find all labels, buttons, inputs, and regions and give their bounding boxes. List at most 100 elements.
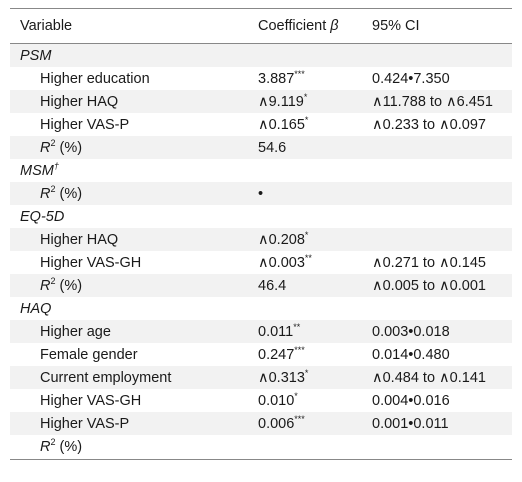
cell-ci: ∧0.005 to ∧0.001 — [372, 274, 512, 297]
table-row: R2 (%) 46.4 ∧0.005 to ∧0.001 — [10, 274, 512, 297]
ci-value: ∧0.233 to ∧0.097 — [372, 116, 486, 133]
cell-ci — [372, 136, 512, 159]
cell-variable: PSM — [10, 43, 258, 67]
cell-variable: EQ-5D — [10, 205, 258, 228]
cell-coefficient — [258, 435, 372, 460]
section-row: PSM — [10, 43, 512, 67]
table-row: Higher age 0.011** 0.003•0.018 — [10, 320, 512, 343]
cell-ci: ∧0.484 to ∧0.141 — [372, 366, 512, 389]
ci-value: ∧11.788 to ∧6.451 — [372, 93, 493, 110]
r-squared-exponent: 2 — [50, 137, 56, 148]
header-ci: 95% CI — [372, 8, 512, 44]
cell-coefficient: • — [258, 182, 372, 205]
r-squared-symbol: R — [40, 439, 51, 455]
r-squared-unit: (%) — [55, 439, 83, 455]
cell-coefficient — [258, 43, 372, 67]
r-squared-symbol: R — [40, 277, 51, 294]
significance-mark: * — [294, 390, 298, 401]
cell-coefficient: 0.011** — [258, 320, 372, 343]
variable-label: Higher age — [40, 323, 111, 340]
cell-coefficient: ∧0.208* — [258, 228, 372, 251]
cell-coefficient: ∧9.119* — [258, 90, 372, 113]
header-coefficient: Coefficient β — [258, 8, 372, 44]
variable-label: Higher VAS-GH — [40, 392, 142, 409]
coefficient-value: 3.887 — [258, 70, 295, 87]
coefficient-value: ∧0.003 — [258, 254, 305, 271]
variable-label: Higher VAS-P — [40, 116, 130, 133]
section-row: EQ-5D — [10, 205, 512, 228]
cell-variable: Higher VAS-GH — [10, 251, 258, 274]
cell-variable: Current employment — [10, 366, 258, 389]
r-squared-symbol: R — [40, 139, 51, 156]
cell-variable: Higher HAQ — [10, 228, 258, 251]
cell-ci: 0.003•0.018 — [372, 320, 512, 343]
table-header: Variable Coefficient β 95% CI — [10, 8, 512, 44]
ci-value: ∧0.271 to ∧0.145 — [372, 254, 486, 271]
table-row: Higher VAS-GH 0.010* 0.004•0.016 — [10, 389, 512, 412]
table-row: Higher education 3.887*** 0.424•7.350 — [10, 67, 512, 90]
cell-variable: Higher VAS-P — [10, 412, 258, 435]
cell-ci: 0.014•0.480 — [372, 343, 512, 366]
cell-coefficient: 0.247*** — [258, 343, 372, 366]
coefficient-value: ∧0.208 — [258, 231, 305, 248]
cell-ci: ∧0.233 to ∧0.097 — [372, 113, 512, 136]
cell-variable: Higher VAS-GH — [10, 389, 258, 412]
table-row: Current employment ∧0.313* ∧0.484 to ∧0.14… — [10, 366, 512, 389]
cell-coefficient — [258, 297, 372, 320]
cell-ci — [372, 435, 512, 460]
cell-ci: ∧11.788 to ∧6.451 — [372, 90, 512, 113]
r-squared-unit: (%) — [55, 277, 83, 294]
cell-coefficient: ∧0.003** — [258, 251, 372, 274]
cell-ci — [372, 43, 512, 67]
table-row: Higher VAS-P 0.006*** 0.001•0.011 — [10, 412, 512, 435]
ci-value: ∧0.484 to ∧0.141 — [372, 369, 486, 386]
table-row: Female gender 0.247*** 0.014•0.480 — [10, 343, 512, 366]
significance-mark: * — [303, 91, 308, 102]
header-variable: Variable — [10, 8, 258, 44]
section-footnote-mark: † — [53, 160, 59, 171]
regression-table: Variable Coefficient β 95% CI PSM Higher … — [10, 8, 512, 460]
section-label: MSM — [20, 162, 54, 179]
cell-ci — [372, 205, 512, 228]
regression-table-container: Variable Coefficient β 95% CI PSM Higher … — [10, 8, 512, 460]
cell-ci — [372, 159, 512, 182]
cell-coefficient — [258, 205, 372, 228]
r-squared-unit: (%) — [55, 185, 83, 202]
r-squared-exponent: 2 — [50, 437, 56, 448]
section-label: PSM — [20, 47, 52, 64]
significance-mark: *** — [294, 344, 305, 355]
coefficient-value: 54.6 — [258, 139, 287, 156]
cell-ci: 0.424•7.350 — [372, 67, 512, 90]
cell-coefficient: 54.6 — [258, 136, 372, 159]
significance-mark: *** — [294, 68, 305, 79]
variable-label: Female gender — [40, 346, 138, 363]
section-label: EQ-5D — [20, 208, 65, 225]
cell-variable: Higher age — [10, 320, 258, 343]
variable-label: Higher VAS-P — [40, 415, 130, 432]
coefficient-value: ∧9.119 — [258, 93, 304, 110]
variable-label: Current employment — [40, 369, 172, 386]
cell-coefficient — [258, 159, 372, 182]
cell-coefficient: 0.010* — [258, 389, 372, 412]
variable-label: Higher HAQ — [40, 93, 119, 110]
significance-mark: ** — [304, 252, 312, 263]
r-squared-exponent: 2 — [50, 275, 56, 286]
cell-coefficient: 46.4 — [258, 274, 372, 297]
table-row: R2 (%) • — [10, 182, 512, 205]
section-row: HAQ — [10, 297, 512, 320]
header-row: Variable Coefficient β 95% CI — [10, 8, 512, 44]
cell-variable: MSM† — [10, 159, 258, 182]
r-squared-symbol: R — [40, 185, 51, 202]
cell-coefficient: 3.887*** — [258, 67, 372, 90]
coefficient-value: 0.011 — [258, 323, 294, 340]
coefficient-value: 0.010 — [258, 392, 295, 409]
cell-ci — [372, 297, 512, 320]
cell-ci: 0.001•0.011 — [372, 412, 512, 435]
coefficient-value: • — [258, 185, 264, 202]
cell-variable: HAQ — [10, 297, 258, 320]
coefficient-value: ∧0.165 — [258, 116, 305, 133]
cell-variable: R2 (%) — [10, 435, 258, 460]
significance-mark: * — [304, 114, 309, 125]
cell-ci: ∧0.271 to ∧0.145 — [372, 251, 512, 274]
cell-coefficient: ∧0.165* — [258, 113, 372, 136]
